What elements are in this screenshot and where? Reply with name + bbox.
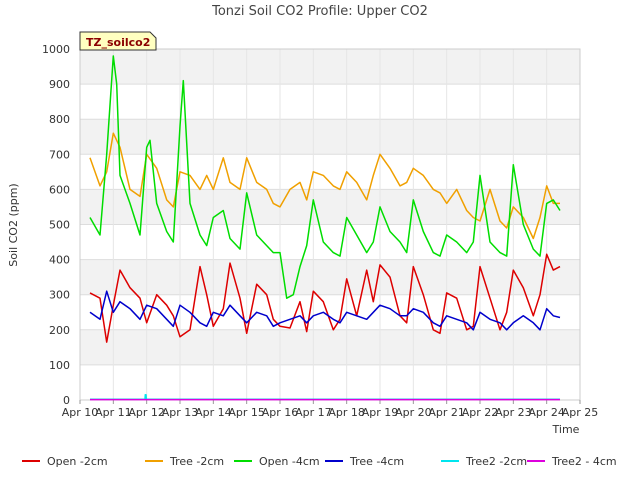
legend: Open -2cm Tree -2cm Open -4cm Tree -4cm Tree… bbox=[22, 455, 617, 468]
series-line-3 bbox=[89, 290, 561, 331]
legend-label: Tree -4cm bbox=[349, 455, 404, 468]
y-tick-label: 400 bbox=[49, 254, 70, 267]
legend-label: Tree2 - 4cm bbox=[551, 455, 617, 468]
grid-band bbox=[80, 119, 580, 155]
y-tick-label: 300 bbox=[49, 289, 70, 302]
x-tick-label: Apr 14 bbox=[195, 406, 232, 419]
y-tick-label: 500 bbox=[49, 219, 70, 232]
x-tick-label: Apr 25 bbox=[562, 406, 599, 419]
x-tick-label: Apr 22 bbox=[462, 406, 499, 419]
grid-band bbox=[80, 329, 580, 365]
y-tick-label: 800 bbox=[49, 113, 70, 126]
x-tick-label: Apr 11 bbox=[95, 406, 132, 419]
badge-label: TZ_soilco2 bbox=[86, 36, 150, 49]
chart-title: Tonzi Soil CO2 Profile: Upper CO2 bbox=[211, 4, 428, 19]
x-tick-label: Apr 10 bbox=[62, 406, 99, 419]
grid-band bbox=[80, 49, 580, 85]
y-tick-label: 1000 bbox=[42, 43, 70, 56]
y-tick-label: 100 bbox=[49, 359, 70, 372]
y-tick-label: 200 bbox=[49, 324, 70, 337]
x-tick-label: Apr 21 bbox=[428, 406, 465, 419]
x-tick-label: Apr 19 bbox=[362, 406, 399, 419]
y-axis-ticks: 0 100 200 300 400 500 600 700 800 900 1000 bbox=[42, 43, 70, 407]
legend-label: Tree -2cm bbox=[169, 455, 224, 468]
y-tick-label: 0 bbox=[63, 394, 70, 407]
x-tick-label: Apr 16 bbox=[262, 406, 299, 419]
station-badge: TZ_soilco2 bbox=[79, 31, 157, 51]
x-tick-label: Apr 17 bbox=[295, 406, 332, 419]
legend-label: Open -2cm bbox=[47, 455, 108, 468]
y-tick-label: 900 bbox=[49, 78, 70, 91]
y-axis-label: Soil CO2 (ppm) bbox=[7, 183, 20, 266]
x-tick-label: Apr 13 bbox=[162, 406, 199, 419]
x-tick-label: Apr 23 bbox=[495, 406, 532, 419]
x-tick-label: Apr 18 bbox=[328, 406, 365, 419]
x-tick-label: Apr 24 bbox=[528, 406, 565, 419]
y-tick-label: 700 bbox=[49, 148, 70, 161]
legend-label: Open -4cm bbox=[259, 455, 320, 468]
x-axis-label: Time bbox=[552, 423, 580, 436]
series-lines bbox=[89, 55, 561, 401]
x-tick-label: Apr 15 bbox=[228, 406, 265, 419]
legend-label: Tree2 -2cm bbox=[465, 455, 527, 468]
x-tick-label: Apr 20 bbox=[395, 406, 432, 419]
y-tick-label: 600 bbox=[49, 183, 70, 196]
series-line-2 bbox=[89, 55, 561, 299]
grid-band bbox=[80, 259, 580, 295]
grid-band bbox=[80, 189, 580, 225]
x-tick-label: Apr 12 bbox=[128, 406, 165, 419]
